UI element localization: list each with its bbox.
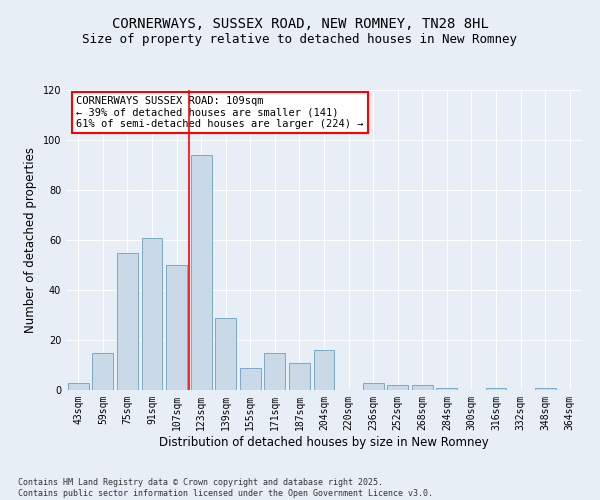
Bar [92,352,113,390]
Bar [387,385,408,390]
Bar [191,155,212,390]
Bar [535,388,556,390]
Bar [485,388,506,390]
Text: CORNERWAYS SUSSEX ROAD: 109sqm
← 39% of detached houses are smaller (141)
61% of: CORNERWAYS SUSSEX ROAD: 109sqm ← 39% of … [76,96,364,129]
X-axis label: Distribution of detached houses by size in New Romney: Distribution of detached houses by size … [159,436,489,448]
Text: Contains HM Land Registry data © Crown copyright and database right 2025.
Contai: Contains HM Land Registry data © Crown c… [18,478,433,498]
Y-axis label: Number of detached properties: Number of detached properties [24,147,37,333]
Text: Size of property relative to detached houses in New Romney: Size of property relative to detached ho… [83,32,517,46]
Bar [265,352,286,390]
Bar [142,238,163,390]
Bar [166,265,187,390]
Text: CORNERWAYS, SUSSEX ROAD, NEW ROMNEY, TN28 8HL: CORNERWAYS, SUSSEX ROAD, NEW ROMNEY, TN2… [112,18,488,32]
Bar [240,368,261,390]
Bar [289,362,310,390]
Bar [215,318,236,390]
Bar [314,350,334,390]
Bar [412,385,433,390]
Bar [436,388,457,390]
Bar [362,382,383,390]
Bar [117,252,138,390]
Bar [68,382,89,390]
